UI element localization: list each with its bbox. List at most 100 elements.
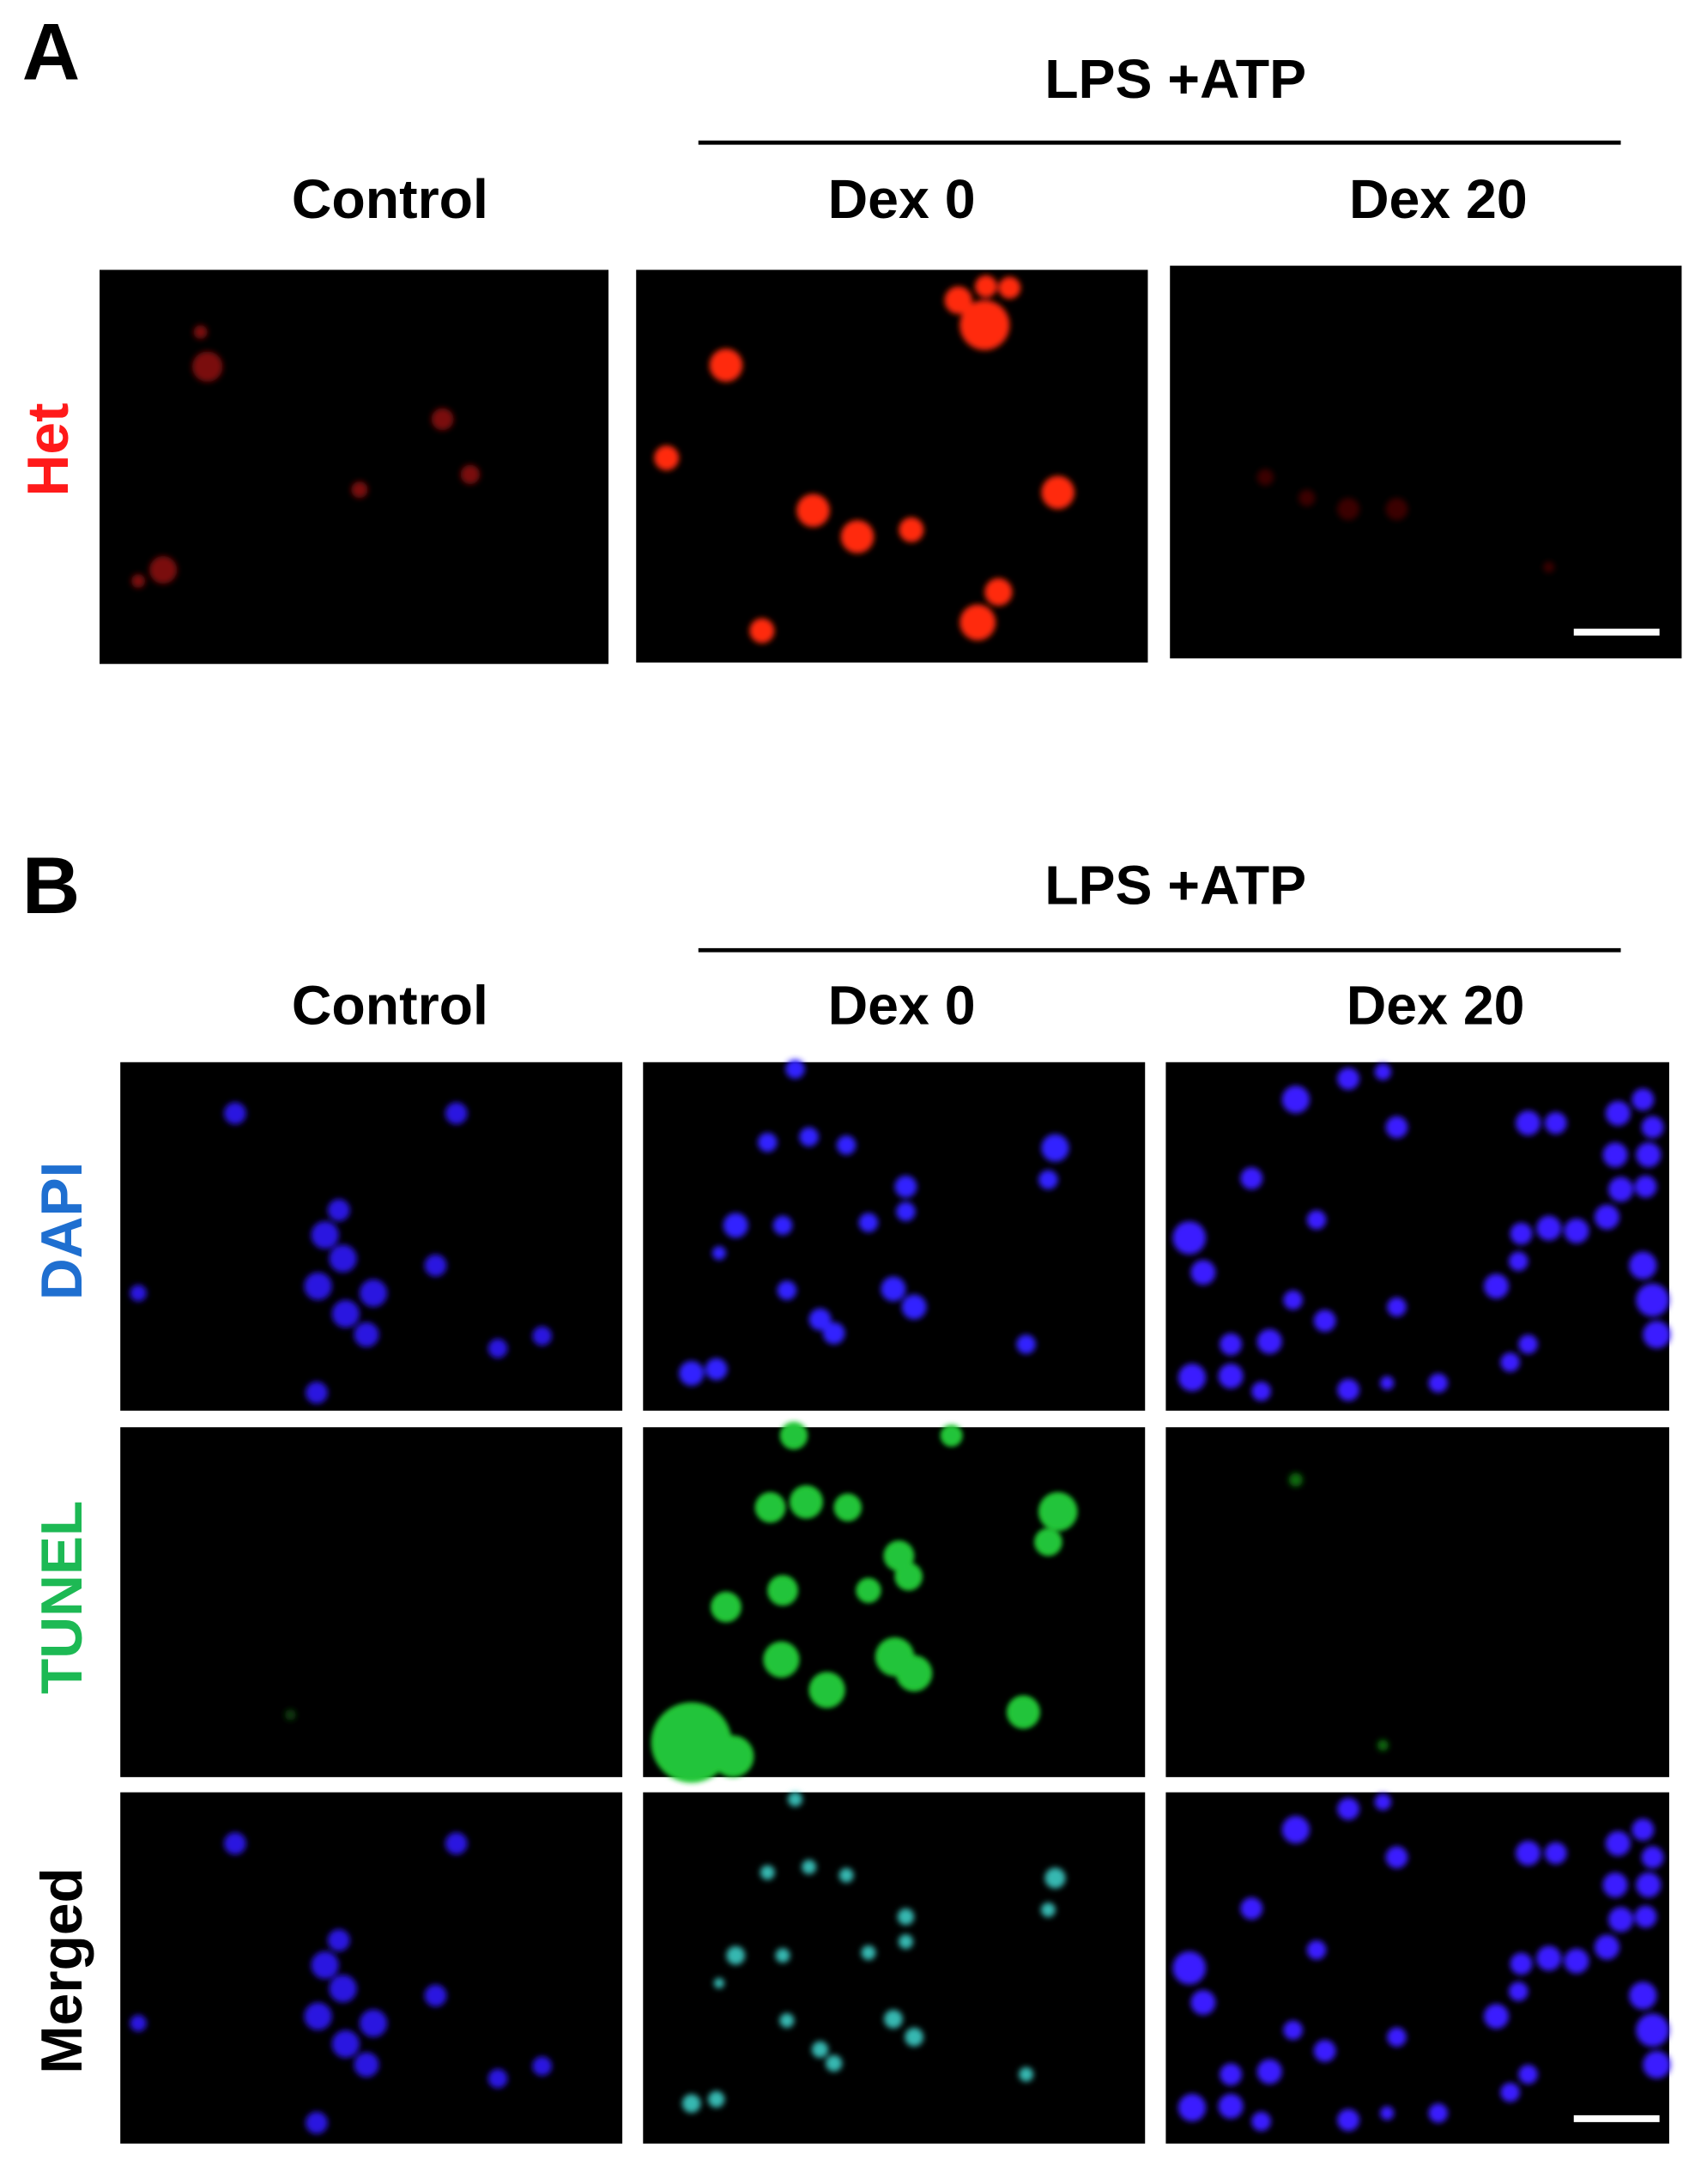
column-label: Control [292,975,488,1037]
cell [711,1593,741,1621]
micrograph [1165,1792,1669,2144]
cell [1516,1840,1541,1866]
cell [1016,1334,1036,1354]
cell [1536,1945,1562,1971]
cell [1019,2066,1034,2082]
cell [1385,498,1408,521]
row-label: TUNEL [30,1501,94,1694]
cell [885,1541,913,1570]
cell [1516,1110,1541,1136]
cell [1281,1086,1310,1114]
cell [1636,1142,1662,1168]
cell [709,348,743,382]
cell [1380,1376,1395,1390]
cell [959,299,1010,350]
cell [1190,1990,1216,2016]
cell [354,1322,379,1347]
cell [899,517,924,542]
cell [424,1254,447,1277]
cell [835,1495,861,1521]
cell [331,1299,360,1328]
cell [1509,1251,1528,1272]
cell [768,1576,797,1605]
cell [975,275,997,298]
cells [131,324,481,589]
cell [788,1792,803,1807]
cell [811,2041,829,2058]
cell [1041,475,1075,510]
cell [905,2027,924,2047]
row-label: Merged [30,1867,94,2074]
cell [304,1272,332,1300]
cell [1306,1940,1327,1960]
row-label: Het [16,402,81,496]
cell [894,1175,917,1198]
cell [760,1865,775,1880]
cells [681,1792,1066,2114]
cell [810,1673,844,1707]
cell [1220,2063,1243,2086]
cell [1509,1981,1528,2001]
cell [1544,1842,1567,1865]
cell [944,286,972,315]
cell [758,1132,778,1152]
cell [487,2068,508,2089]
cell [1634,1175,1657,1198]
cell [1177,1364,1207,1392]
cell [808,1308,832,1331]
micrograph [1170,265,1682,659]
cell [898,1934,913,1950]
cell [1377,1739,1389,1751]
panel-label: B [22,840,81,930]
cell [1484,2004,1510,2030]
micrograph [120,1062,623,1411]
cell [1337,2108,1359,2132]
cell [329,1975,357,2003]
cell [1500,2082,1520,2102]
cell [1313,2040,1336,2062]
cell [1631,1088,1655,1111]
cell [130,1285,147,1302]
cell [1256,469,1274,486]
cell [1041,1134,1069,1162]
cell [1039,1493,1076,1530]
cell [224,1102,246,1125]
cell [359,1279,388,1307]
cell [1288,1473,1303,1487]
micrograph [100,269,609,664]
cell [984,578,1013,607]
cells [1256,469,1555,573]
group-label: LPS +ATP [1044,48,1306,110]
cell [1283,1290,1303,1310]
cell [1190,1260,1216,1286]
cell [327,1199,350,1222]
cell [1518,2065,1538,2084]
cell [772,1215,793,1236]
cell [1177,2093,1207,2122]
cell [679,1360,705,1386]
cell [775,1948,790,1963]
cell [1510,1952,1533,1975]
cell [193,324,208,340]
group-label: LPS +ATP [1044,854,1306,916]
cell [1337,498,1359,521]
cell [1218,2093,1244,2119]
cell [1040,1903,1056,1918]
column-label: Dex 0 [828,975,976,1037]
cell [1385,1116,1408,1139]
cell [1536,1215,1562,1241]
cell [825,2054,843,2072]
cell [896,1201,916,1222]
column-label: Control [292,168,488,230]
cell [327,1929,350,1951]
cell [331,2030,360,2058]
cell [779,2013,795,2028]
cell [681,2094,701,2114]
cell [1594,1204,1619,1230]
cell [838,1867,854,1883]
cells [654,275,1075,644]
cell [785,1059,805,1080]
cell [1172,1221,1207,1255]
cell [1605,1830,1631,1856]
